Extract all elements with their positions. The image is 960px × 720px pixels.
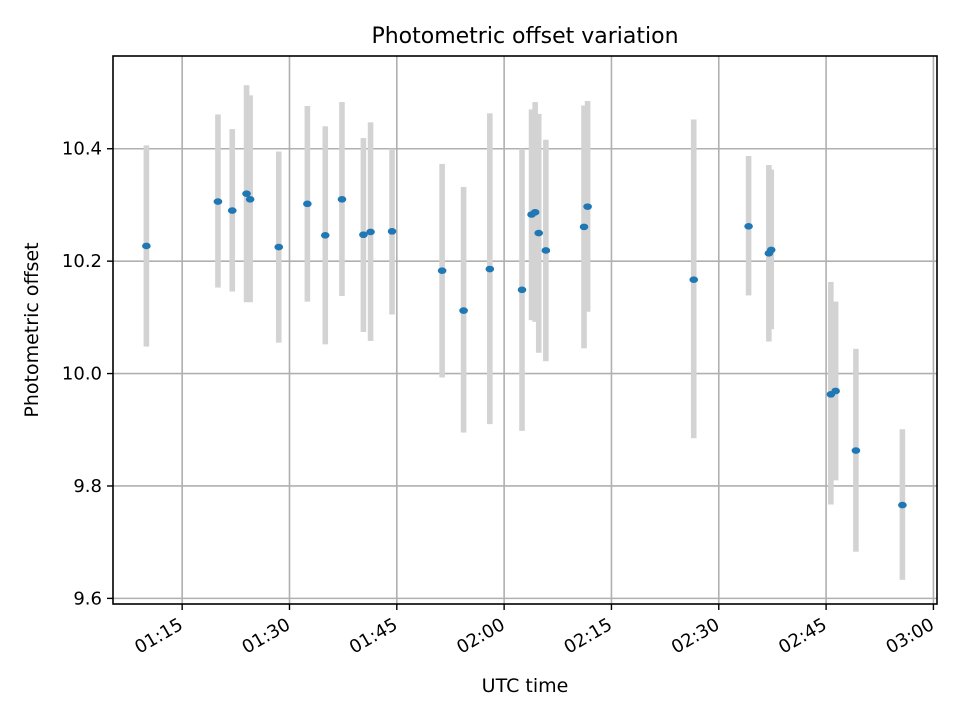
data-point: [142, 242, 151, 250]
data-point: [831, 387, 840, 395]
data-point: [274, 243, 284, 251]
y-axis-label: Photometric offset: [21, 242, 43, 417]
data-point: [579, 223, 589, 231]
point-layer: [142, 190, 907, 509]
data-point: [245, 196, 255, 203]
errorbar-layer: [143, 85, 906, 580]
data-point: [459, 307, 468, 314]
y-tick-label: 10.0: [62, 364, 102, 385]
data-point: [517, 286, 527, 294]
data-point: [366, 228, 375, 236]
x-tick-label: 02:30: [668, 614, 723, 658]
data-point: [359, 231, 368, 239]
y-tick-label: 9.6: [73, 588, 102, 609]
data-point: [530, 208, 540, 216]
data-point: [541, 247, 551, 254]
x-tick-label: 01:30: [239, 614, 294, 658]
x-tick-label: 03:00: [882, 614, 937, 658]
data-point: [387, 228, 397, 235]
data-point: [242, 190, 251, 198]
tick-layer: 9.6 9.8 10.0 10.2 10.4 01:15 01:30 01:45 02:00 02…: [62, 139, 938, 659]
data-point: [437, 267, 447, 275]
data-point: [227, 207, 237, 214]
y-tick-label: 9.8: [73, 476, 102, 497]
data-point: [213, 198, 223, 205]
data-point: [744, 223, 753, 230]
data-point: [303, 200, 312, 208]
data-point: [689, 276, 699, 283]
x-axis-label: UTC time: [482, 675, 569, 697]
data-point: [485, 265, 495, 273]
data-point: [337, 196, 347, 203]
plot-frame: [112, 55, 938, 605]
chart-title: Photometric offset variation: [371, 24, 678, 49]
grid-layer: [113, 56, 937, 604]
data-point: [898, 501, 907, 509]
data-point: [766, 246, 776, 254]
x-tick-label: 02:45: [775, 614, 830, 658]
data-point: [851, 447, 861, 454]
x-tick-label: 01:15: [131, 614, 186, 658]
data-point: [534, 229, 544, 237]
y-tick-label: 10.4: [62, 139, 102, 160]
x-tick-label: 01:45: [346, 614, 401, 658]
x-tick-label: 02:00: [453, 614, 508, 658]
y-tick-label: 10.2: [62, 251, 102, 272]
data-point: [320, 231, 330, 239]
data-point: [583, 203, 592, 210]
x-tick-label: 02:15: [561, 614, 616, 658]
